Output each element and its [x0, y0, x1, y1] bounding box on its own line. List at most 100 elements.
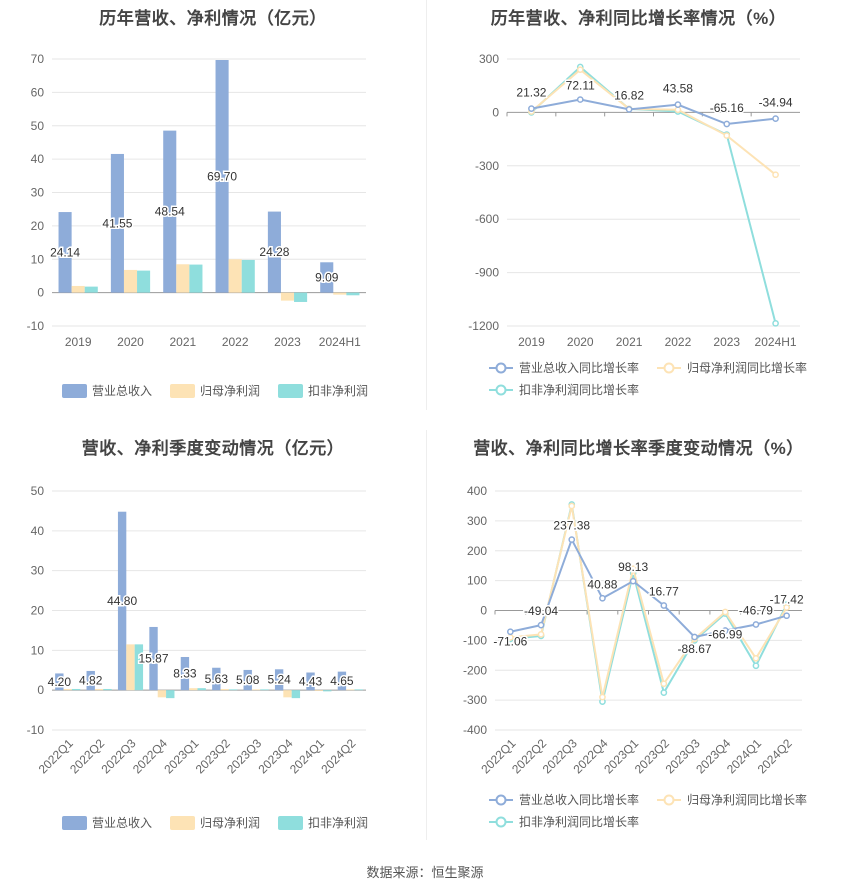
x-tick-label: 2022 — [222, 335, 249, 349]
data-label: 40.88 — [587, 577, 617, 591]
y-tick-label: 40 — [31, 152, 45, 166]
data-label: -34.94 — [759, 96, 793, 110]
bar — [323, 690, 332, 692]
x-tick-label: 2022 — [665, 335, 692, 349]
data-label: 4.43 — [299, 674, 323, 688]
bar — [137, 270, 151, 293]
bar — [314, 690, 324, 691]
data-label: 21.32 — [516, 86, 546, 100]
data-point — [660, 689, 668, 697]
data-point — [537, 631, 545, 638]
bar — [71, 285, 85, 293]
bar — [157, 690, 167, 698]
panel-divider — [426, 0, 427, 410]
bar — [241, 259, 255, 293]
y-tick-label: -10 — [27, 319, 45, 333]
data-label: 41.55 — [102, 216, 132, 230]
x-tick-label: 2024H1 — [319, 335, 361, 349]
data-point — [752, 621, 760, 628]
data-label: 8.33 — [173, 667, 197, 681]
y-tick-label: 0 — [480, 604, 487, 618]
data-point — [576, 66, 584, 74]
y-tick-label: 70 — [31, 52, 45, 66]
bar — [180, 656, 190, 691]
data-label: 5.24 — [267, 673, 291, 687]
data-label: 4.82 — [79, 674, 103, 688]
bar — [243, 669, 252, 691]
data-point — [772, 171, 779, 179]
legend-swatch — [278, 384, 303, 398]
data-label: 72.11 — [566, 79, 595, 93]
data-point — [537, 621, 545, 629]
data-label: 15.87 — [139, 652, 169, 666]
data-label: 5.63 — [205, 672, 229, 686]
x-tick-label: 2019 — [65, 335, 92, 349]
y-tick-label: 20 — [31, 604, 45, 618]
bar — [126, 644, 135, 691]
bar — [197, 688, 206, 691]
y-tick-label: 400 — [467, 484, 487, 498]
quarterly-growth-rate-chart: 营收、净利同比增长率季度变动情况（%） -400 -300 -200 -100 0 100… — [427, 430, 850, 850]
bar — [163, 130, 177, 293]
x-tick-label: 2023 — [274, 335, 301, 349]
chart-title: 营收、净利季度变动情况（亿元） — [81, 439, 345, 458]
series-line — [510, 505, 788, 698]
data-label: 24.28 — [259, 245, 289, 259]
data-label: 4.65 — [330, 674, 354, 688]
x-tick-label: 2024Q2 — [318, 736, 358, 776]
annual-revenue-profit-chart: 历年营收、净利情况（亿元） -10 0 10 20 30 40 50 60 70 2019 2020… — [0, 0, 426, 410]
y-tick-label: 100 — [467, 574, 487, 588]
bar — [215, 60, 229, 293]
bar — [320, 262, 334, 293]
annual-growth-rate-chart: 历年营收、净利同比增长率情况（%） -1200 -900 -600 -300 0 300 2… — [427, 0, 850, 410]
x-tick-label: 2024Q2 — [755, 736, 795, 776]
data-point — [783, 612, 790, 620]
data-point — [528, 105, 535, 112]
x-tick-label: 2023 — [713, 335, 740, 349]
y-tick-label: 60 — [31, 85, 45, 99]
chart-canvas: -1200 -900 -600 -300 0 300 2019 2020 2021 2022 202… — [468, 52, 807, 397]
legend-label: 营业总收入同比增长率 — [519, 792, 639, 807]
legend-swatch — [495, 816, 507, 828]
x-tick-label: 2021 — [169, 335, 196, 349]
data-label: 48.54 — [155, 205, 185, 219]
bar — [110, 153, 124, 293]
legend-label: 归母净利润同比增长率 — [687, 792, 807, 807]
y-tick-label: 300 — [467, 514, 487, 528]
bar — [149, 626, 158, 691]
data-source-note: 数据来源：恒生聚源 — [366, 865, 484, 880]
data-point — [629, 565, 637, 573]
chart-title: 营收、净利同比增长率季度变动情况（%） — [473, 439, 804, 458]
y-tick-label: 40 — [31, 524, 45, 538]
data-label: 4.20 — [48, 675, 72, 689]
legend-label: 扣非净利润 — [308, 816, 368, 830]
data-label: -17.42 — [770, 593, 804, 607]
data-label: 43.58 — [663, 82, 693, 96]
bar — [346, 689, 355, 691]
x-tick-label: 2020 — [567, 335, 594, 349]
legend-swatch — [62, 816, 87, 830]
data-point — [691, 633, 698, 641]
y-tick-label: -10 — [27, 723, 45, 737]
bar — [354, 689, 363, 691]
y-tick-label: 20 — [31, 219, 45, 233]
legend-label: 归母净利润 — [200, 816, 260, 830]
data-point — [723, 132, 731, 139]
chart-canvas: -10 0 10 20 30 40 50 60 70 2019 2020 2021 2022 2023 20… — [27, 52, 368, 398]
y-tick-label: 0 — [37, 683, 44, 697]
bar — [134, 644, 144, 691]
data-label: -66.99 — [708, 628, 742, 642]
legend-swatch — [170, 816, 195, 830]
legend-label: 扣非净利润同比增长率 — [519, 382, 639, 397]
y-tick-label: 10 — [31, 643, 45, 657]
legend-swatch — [62, 384, 87, 398]
data-point — [660, 680, 668, 688]
data-label: -49.04 — [524, 604, 558, 618]
legend-label: 扣非净利润 — [308, 384, 368, 398]
y-tick-label: 300 — [479, 52, 499, 66]
y-tick-label: -600 — [475, 212, 499, 226]
data-label: 16.77 — [649, 584, 679, 598]
legend-label: 归母净利润 — [200, 384, 260, 398]
data-point — [772, 115, 779, 122]
y-tick-label: -300 — [463, 693, 487, 707]
